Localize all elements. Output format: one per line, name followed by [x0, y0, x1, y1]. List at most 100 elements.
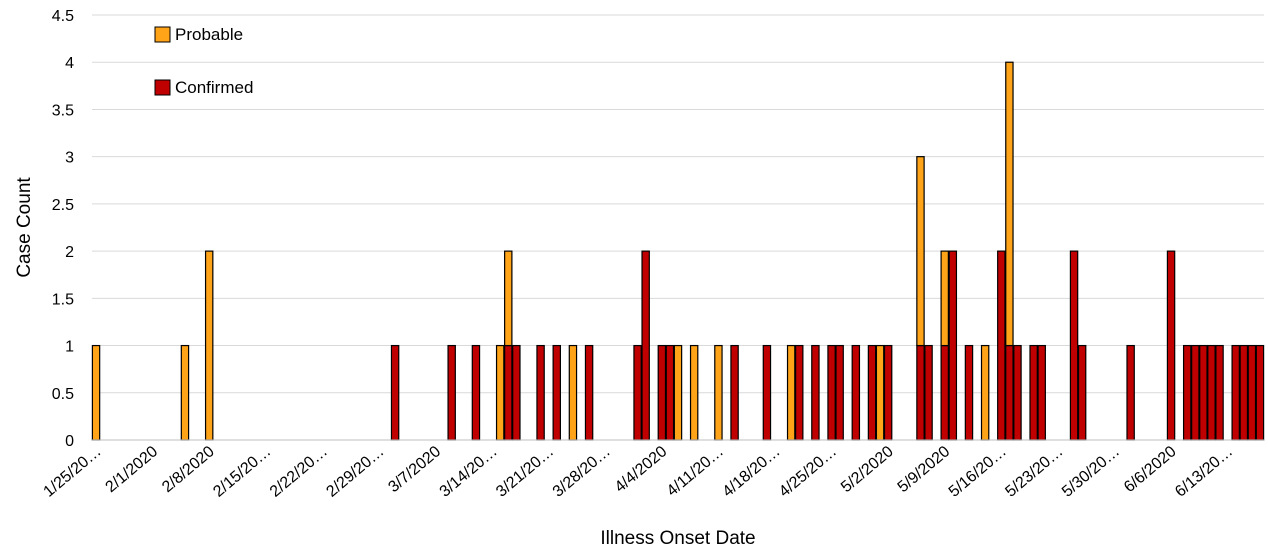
bar-confirmed — [867, 344, 877, 441]
x-tick-label: 6/6/2020 — [1121, 443, 1180, 496]
x-tick-label: 2/1/2020 — [103, 443, 162, 496]
x-tick-label: 2/29/20… — [323, 443, 387, 501]
bar-confirmed — [1013, 344, 1022, 441]
y-tick-label: 0 — [65, 433, 74, 450]
bar-confirmed — [552, 344, 561, 441]
bar-confirmed — [948, 250, 958, 441]
x-tick-label: 3/28/20… — [550, 443, 614, 501]
bar-probable — [875, 344, 885, 441]
bar-confirmed — [1037, 344, 1046, 441]
x-axis-ticks: 1/25/20…2/1/20202/8/20202/15/20…2/22/20…… — [41, 443, 1237, 501]
bar-confirmed — [1239, 344, 1249, 441]
bar-probable — [714, 344, 723, 441]
bar-confirmed — [1126, 344, 1135, 441]
bar-confirmed — [536, 344, 545, 441]
bar-confirmed — [827, 344, 836, 441]
y-tick-label: 0.5 — [52, 386, 74, 403]
bar-probable — [495, 344, 505, 441]
bar-confirmed — [1255, 344, 1265, 441]
bar-confirmed — [964, 344, 974, 441]
bar-confirmed — [762, 344, 772, 441]
bar-confirmed — [633, 344, 642, 441]
x-tick-label: 5/2/2020 — [838, 443, 897, 496]
bar-probable — [673, 344, 683, 441]
x-tick-label: 3/21/20… — [493, 443, 557, 501]
bar-confirmed — [811, 344, 820, 441]
bar-confirmed — [584, 344, 594, 441]
legend-label-confirmed: Confirmed — [175, 78, 253, 97]
bar-probable — [91, 344, 101, 441]
y-tick-label: 3.5 — [52, 102, 74, 119]
x-tick-label: 5/23/20… — [1002, 443, 1066, 501]
bar-confirmed — [1077, 344, 1087, 441]
legend-swatch-confirmed — [154, 79, 171, 96]
bar-confirmed — [1247, 344, 1257, 441]
x-tick-label: 3/7/2020 — [385, 443, 444, 496]
bar-probable — [1005, 61, 1014, 347]
x-tick-label: 2/22/20… — [267, 443, 331, 501]
legend-swatch-probable — [154, 26, 171, 43]
x-tick-label: 6/13/20… — [1172, 443, 1236, 501]
bar-confirmed — [390, 344, 400, 441]
bar-confirmed — [471, 344, 481, 441]
y-tick-label: 2 — [65, 244, 74, 261]
bar-probable — [180, 344, 190, 441]
bar-probable — [568, 344, 578, 441]
bar-probable — [504, 250, 513, 347]
bar-probable — [786, 344, 796, 441]
y-tick-label: 3 — [65, 150, 74, 167]
bar-confirmed — [504, 344, 513, 441]
bar-confirmed — [924, 344, 933, 441]
bar-confirmed — [883, 344, 893, 441]
x-tick-label: 4/11/20… — [664, 443, 727, 500]
bar-probable — [940, 250, 949, 347]
bar-confirmed — [835, 344, 844, 441]
x-tick-label: 5/9/2020 — [895, 443, 954, 496]
bar-confirmed — [1166, 250, 1176, 441]
x-tick-label: 4/25/20… — [776, 443, 840, 501]
bar-confirmed — [1182, 344, 1192, 441]
bar-confirmed — [1191, 344, 1200, 441]
bar-probable — [689, 344, 699, 441]
legend: Probable Confirmed — [154, 25, 253, 97]
bar-confirmed — [997, 250, 1006, 441]
bar-confirmed — [1069, 250, 1079, 441]
bar-confirmed — [665, 344, 675, 441]
bar-probable — [204, 250, 214, 441]
y-tick-label: 4 — [65, 55, 74, 72]
y-tick-label: 1.5 — [52, 291, 74, 308]
bar-confirmed — [447, 344, 456, 441]
bar-confirmed — [1215, 344, 1224, 441]
x-tick-label: 2/8/2020 — [159, 443, 218, 496]
legend-label-probable: Probable — [175, 25, 243, 44]
bar-confirmed — [1207, 344, 1216, 441]
x-tick-label: 4/4/2020 — [612, 443, 671, 496]
bar-confirmed — [940, 344, 949, 441]
y-tick-label: 2.5 — [52, 197, 74, 214]
y-axis-title: Case Count — [14, 177, 35, 278]
bar-confirmed — [1005, 344, 1014, 441]
x-tick-label: 5/30/20… — [1059, 443, 1123, 501]
bar-confirmed — [512, 344, 521, 441]
bar-confirmed — [1199, 344, 1208, 441]
bar-confirmed — [851, 344, 861, 441]
x-tick-label: 3/14/20… — [437, 443, 501, 501]
bar-confirmed — [1029, 344, 1038, 441]
bar-probable — [980, 344, 990, 441]
x-tick-label: 1/25/20… — [41, 443, 105, 501]
y-tick-label: 1 — [65, 339, 74, 356]
bar-confirmed — [1231, 344, 1240, 441]
gridlines — [92, 14, 1264, 394]
bar-confirmed — [657, 344, 667, 441]
y-tick-label: 4.5 — [52, 8, 74, 25]
y-axis-ticks: 0 0.5 1 1.5 2 2.5 3 3.5 4 4.5 — [52, 8, 74, 450]
bar-confirmed — [916, 344, 925, 441]
bar-confirmed — [641, 250, 650, 441]
bar-confirmed — [795, 344, 804, 441]
x-tick-label: 5/16/20… — [946, 443, 1010, 501]
legend-item-confirmed: Confirmed — [154, 78, 253, 97]
x-tick-label: 4/18/20… — [719, 443, 783, 501]
x-tick-label: 2/15/20… — [210, 443, 274, 501]
